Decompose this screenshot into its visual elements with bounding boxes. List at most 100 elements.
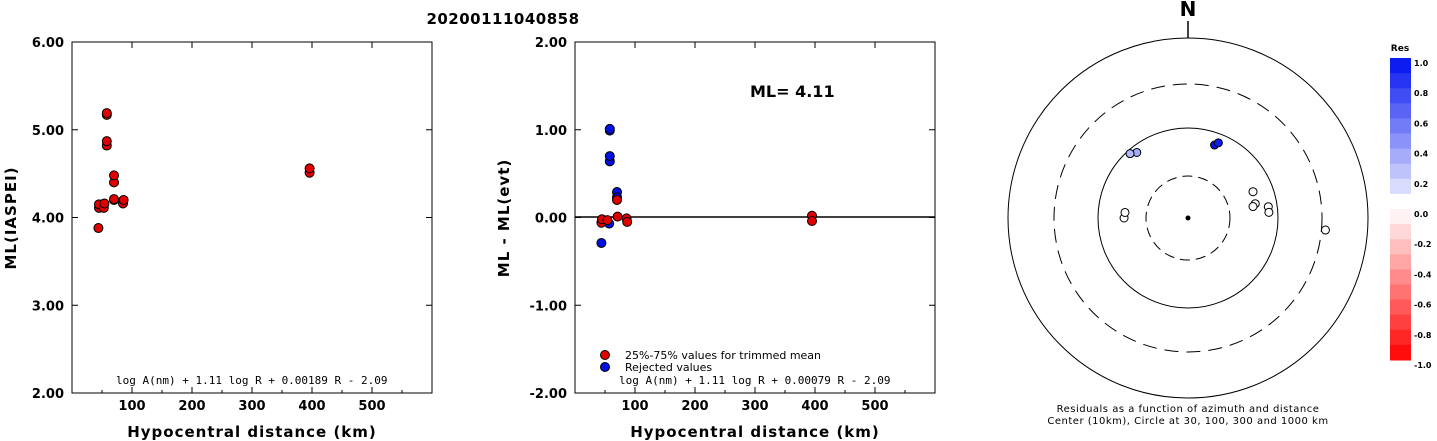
y-tick-label: 1.00 bbox=[535, 124, 567, 139]
polar-caption-line2: Center (10km), Circle at 30, 100, 300 an… bbox=[1047, 416, 1328, 427]
data-point bbox=[604, 151, 615, 162]
colorbar-cell bbox=[1390, 344, 1411, 361]
station-marker bbox=[1125, 149, 1135, 159]
data-point bbox=[101, 136, 112, 147]
colorbar-cell bbox=[1390, 209, 1411, 225]
colorbar-tick-label: 0.2 bbox=[1414, 180, 1428, 189]
x-tick-label: 500 bbox=[358, 399, 385, 414]
ring-300km bbox=[1053, 83, 1323, 353]
colorbar-cell bbox=[1390, 239, 1411, 255]
colorbar-tick-label: 1.0 bbox=[1414, 59, 1429, 68]
colorbar-cell bbox=[1390, 269, 1411, 285]
ring-30km bbox=[1145, 175, 1231, 261]
axis-ticks: 100 200 300 400 500 -2.00 -1.00 0.00 1.00 2.00 bbox=[530, 36, 935, 414]
data-points bbox=[596, 123, 817, 248]
colorbar-tick-label: 0.8 bbox=[1414, 89, 1429, 98]
x-tick-label: 300 bbox=[741, 399, 768, 414]
data-point bbox=[612, 211, 623, 222]
colorbar-cell bbox=[1390, 133, 1411, 150]
x-tick-label: 100 bbox=[118, 399, 145, 414]
y-axis-label: ML - ML(evt) bbox=[495, 159, 513, 277]
colorbar-tick-label: -1.0 bbox=[1414, 361, 1432, 370]
x-tick-label: 400 bbox=[298, 399, 325, 414]
station-marker bbox=[1213, 138, 1223, 148]
colorbar-ticks: 1.0 0.8 0.6 0.4 0.2 0.0 -0.2 -0.4 -0.6 -0.8 -1.0 bbox=[1414, 59, 1432, 370]
x-tick-label: 100 bbox=[621, 399, 648, 414]
colorbar-cell bbox=[1390, 103, 1411, 119]
y-tick-label: 2.00 bbox=[32, 387, 64, 402]
colorbar-tick-label: -0.8 bbox=[1414, 331, 1432, 340]
y-tick-label: 0.00 bbox=[535, 212, 567, 227]
x-tick-label: 200 bbox=[681, 399, 708, 414]
colorbar-cells bbox=[1390, 58, 1411, 361]
station-marker bbox=[1264, 207, 1274, 217]
epicenter-dot bbox=[1185, 215, 1191, 221]
colorbar-cell bbox=[1390, 224, 1411, 240]
colorbar-cell bbox=[1390, 73, 1411, 89]
colorbar-cell bbox=[1390, 163, 1411, 180]
x-tick-label: 500 bbox=[861, 399, 888, 414]
colorbar-cell bbox=[1390, 254, 1411, 270]
colorbar-title: Res bbox=[1391, 44, 1409, 54]
colorbar-cell bbox=[1390, 58, 1411, 74]
colorbar-tick-label: -0.2 bbox=[1414, 240, 1432, 249]
y-tick-label: 4.00 bbox=[32, 212, 64, 227]
colorbar-tick-label: 0.0 bbox=[1414, 210, 1429, 219]
station-marker bbox=[1248, 187, 1258, 197]
y-axis-label: ML(IASPEI) bbox=[2, 166, 20, 269]
ring-1000km bbox=[1007, 37, 1369, 399]
y-tick-label: 5.00 bbox=[32, 124, 64, 139]
data-point bbox=[99, 198, 110, 209]
data-point bbox=[93, 223, 104, 234]
plot-frame bbox=[71, 41, 433, 394]
ml-value-annotation: ML= 4.11 bbox=[750, 82, 835, 101]
data-point bbox=[612, 194, 622, 205]
colorbar-cell bbox=[1390, 178, 1411, 195]
x-axis-label: Hypocentral distance (km) bbox=[630, 423, 880, 441]
legend-marker-trimmed bbox=[600, 350, 610, 360]
axis-ticks: 100 200 300 400 500 2.00 3.00 4.00 5.00 6.00 bbox=[32, 36, 432, 414]
x-tick-label: 300 bbox=[238, 399, 265, 414]
colorbar-cell bbox=[1390, 329, 1411, 346]
legend-marker-rejected bbox=[600, 362, 610, 372]
x-tick-label: 400 bbox=[801, 399, 828, 414]
residual-vs-distance-panel: 100 200 300 400 500 -2.00 -1.00 0.00 1.00 2.00 Hy… bbox=[495, 36, 936, 441]
polar-caption-line1: Residuals as a function of azimuth and d… bbox=[1057, 404, 1320, 415]
ml-vs-distance-panel: 100 200 300 400 500 2.00 3.00 4.00 5.00 6.00 Hypo… bbox=[2, 36, 433, 441]
colorbar-cell bbox=[1390, 299, 1411, 316]
data-point bbox=[109, 194, 119, 205]
y-tick-label: 2.00 bbox=[535, 36, 567, 51]
data-point bbox=[109, 170, 119, 181]
colorbar-cell bbox=[1390, 118, 1411, 134]
data-points bbox=[93, 108, 315, 234]
legend-label-trimmed: 25%-75% values for trimmed mean bbox=[625, 349, 821, 362]
formula-text: log A(nm) + 1.11 log R + 0.00079 R - 2.0… bbox=[619, 374, 891, 387]
colorbar-tick-label: 0.6 bbox=[1414, 119, 1429, 128]
formula-text: log A(nm) + 1.11 log R + 0.00189 R - 2.0… bbox=[116, 374, 388, 387]
legend-label-rejected: Rejected values bbox=[625, 361, 712, 374]
station-marker bbox=[1248, 202, 1258, 212]
y-tick-label: 6.00 bbox=[32, 36, 64, 51]
north-label: N bbox=[1180, 0, 1197, 21]
x-tick-label: 200 bbox=[178, 399, 205, 414]
data-point bbox=[622, 216, 633, 227]
y-tick-label: 3.00 bbox=[32, 299, 64, 314]
ring-100km bbox=[1097, 127, 1279, 309]
data-point bbox=[118, 194, 129, 205]
y-tick-label: -2.00 bbox=[530, 387, 567, 402]
data-point bbox=[304, 163, 315, 174]
data-point bbox=[596, 237, 607, 248]
colorbar-tick-label: -0.4 bbox=[1414, 270, 1432, 279]
data-point bbox=[602, 215, 613, 226]
y-tick-label: -1.00 bbox=[530, 299, 567, 314]
station-marker bbox=[1120, 207, 1130, 217]
station-markers bbox=[1119, 138, 1330, 235]
data-point bbox=[807, 216, 817, 227]
colorbar-cell bbox=[1390, 193, 1411, 210]
colorbar-cell bbox=[1390, 314, 1411, 331]
colorbar-tick-label: -0.6 bbox=[1414, 301, 1432, 310]
data-point bbox=[101, 108, 112, 119]
station-marker bbox=[1320, 225, 1330, 235]
colorbar-cell bbox=[1390, 88, 1411, 104]
